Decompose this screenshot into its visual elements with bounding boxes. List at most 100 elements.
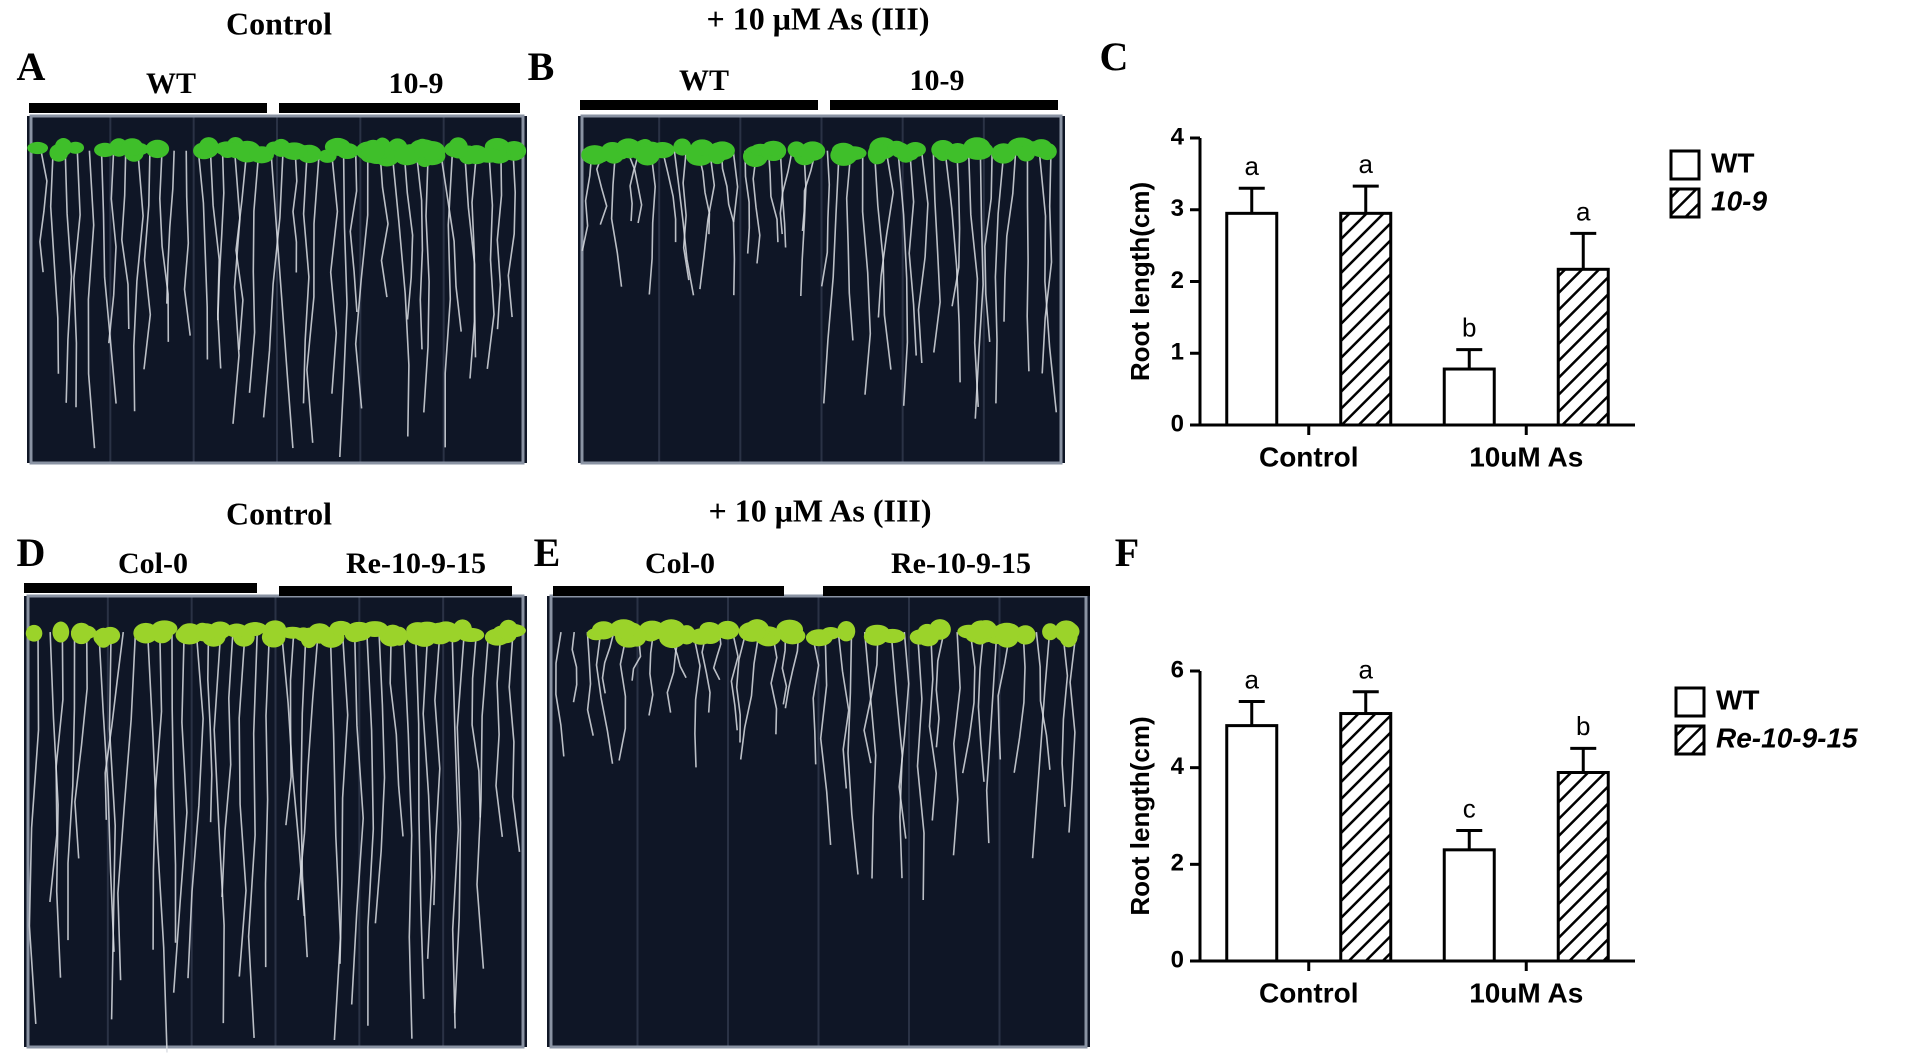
root [166, 150, 175, 304]
significance-letter: b [1576, 711, 1590, 741]
leaf [716, 620, 740, 640]
leaf [805, 629, 833, 647]
legend-swatch [1674, 686, 1706, 718]
root [379, 150, 389, 298]
photo-panel [27, 114, 527, 465]
root [837, 631, 850, 789]
genotype-label: Re-10-9-15 [891, 547, 1031, 580]
leaf [121, 138, 143, 156]
leaf [457, 627, 485, 643]
root [108, 632, 117, 1020]
root [366, 632, 375, 1026]
x-tick-label: Control [1259, 441, 1359, 472]
root [571, 631, 578, 703]
leaf [94, 627, 113, 648]
leaf [762, 141, 779, 156]
leaf [27, 141, 49, 155]
root [735, 631, 747, 743]
legend-label: WT [1716, 684, 1760, 715]
significance-letter: a [1576, 196, 1591, 226]
root [800, 150, 807, 297]
leaf [659, 627, 686, 649]
leaf [891, 146, 920, 159]
bar [1442, 848, 1496, 963]
leaf [25, 624, 43, 642]
panel-label: F [1115, 530, 1139, 575]
root [801, 150, 817, 232]
root [486, 150, 495, 369]
leaf [787, 141, 806, 158]
root [415, 150, 424, 350]
bar [1225, 211, 1279, 427]
root [823, 150, 840, 404]
root [39, 150, 48, 273]
panel-label: C [1100, 34, 1129, 79]
significance-letter: a [1359, 149, 1374, 179]
photo-panel [24, 594, 527, 1053]
root [508, 632, 521, 852]
y-tick-label: 6 [1171, 656, 1184, 683]
significance-letter: b [1462, 313, 1476, 343]
root [730, 631, 739, 731]
leaf [1042, 623, 1059, 641]
leaf [616, 138, 641, 158]
y-tick-label: 2 [1171, 267, 1184, 294]
y-axis-title: Root length(cm) [1125, 716, 1155, 915]
root [661, 150, 677, 243]
panel-label: E [534, 530, 561, 575]
leaf [151, 624, 173, 644]
root [997, 631, 1011, 760]
bar [1225, 724, 1279, 963]
root [146, 632, 168, 1053]
leaf [390, 626, 408, 646]
root [172, 632, 188, 993]
bar [1556, 267, 1610, 427]
panel-title: Control [226, 5, 332, 41]
root [339, 150, 348, 458]
y-tick-label: 1 [1171, 339, 1184, 366]
leaf [225, 623, 248, 638]
root [847, 632, 859, 875]
root [739, 631, 760, 760]
root [217, 150, 225, 321]
y-axis-title: Root length(cm) [1125, 182, 1155, 381]
root [152, 632, 163, 950]
genotype-label: Col-0 [645, 547, 715, 580]
root [984, 150, 993, 342]
bar [1339, 712, 1393, 963]
root [329, 150, 339, 394]
leaf [945, 143, 970, 164]
root [944, 150, 961, 383]
root [391, 150, 410, 437]
root [451, 632, 460, 1029]
root [235, 150, 248, 350]
root [171, 632, 177, 943]
root [626, 150, 636, 222]
root [633, 150, 643, 224]
root [206, 632, 213, 823]
photo-panel [578, 114, 1065, 465]
leaf [992, 144, 1011, 161]
leaf [1054, 620, 1079, 643]
leaf [71, 625, 97, 640]
significance-letter: c [1463, 793, 1476, 823]
leaf [1015, 625, 1036, 645]
root [610, 150, 623, 287]
root [209, 150, 222, 369]
root [898, 632, 910, 839]
root [712, 631, 722, 681]
root [67, 632, 76, 941]
leaf [779, 627, 806, 645]
root [74, 632, 88, 859]
root [72, 150, 81, 408]
root [49, 632, 62, 978]
root [581, 150, 593, 251]
root [699, 150, 716, 290]
root [87, 150, 96, 449]
root [471, 150, 478, 358]
root [1003, 150, 1017, 322]
genotype-label: 10-9 [389, 67, 444, 100]
root [117, 632, 137, 981]
genotype-label: Re-10-9-15 [346, 547, 486, 580]
root [952, 632, 961, 856]
